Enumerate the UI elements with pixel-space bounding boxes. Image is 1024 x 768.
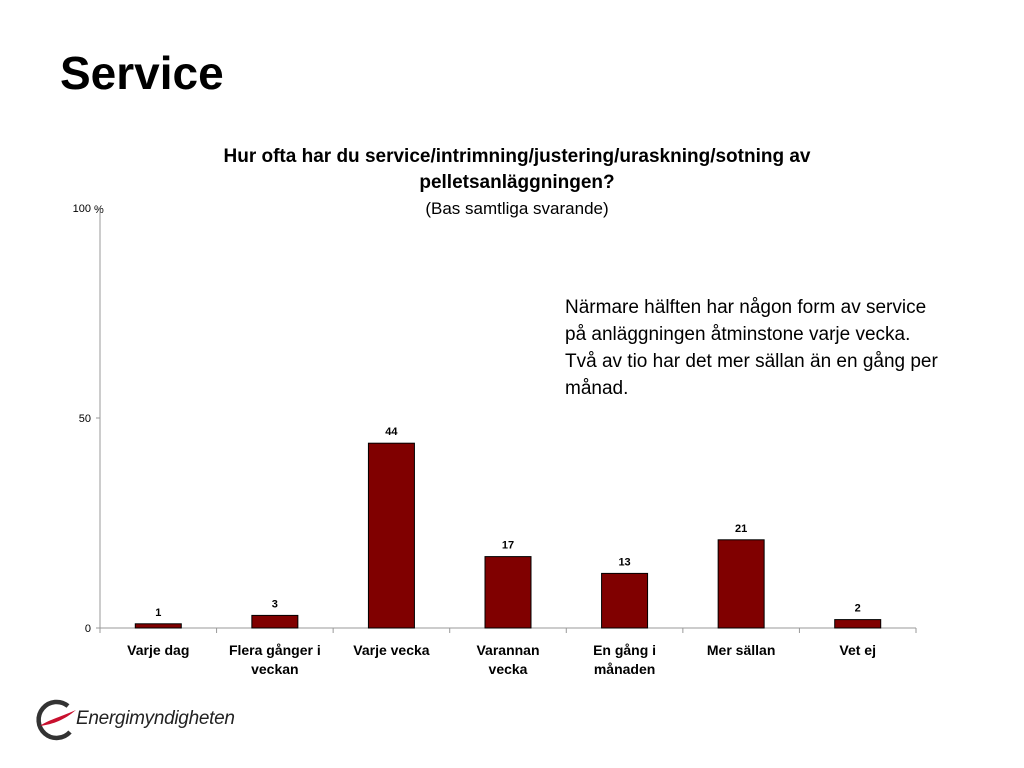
x-tick-label: Varannan vecka [476, 642, 539, 677]
x-tick-label: En gång i månaden [593, 642, 656, 677]
data-label: 3 [272, 598, 278, 610]
x-tick-label: Varje vecka [353, 642, 430, 658]
slide-title: Service [60, 47, 224, 99]
x-tick-label: Varje dag [127, 642, 189, 658]
x-tick-label: Vet ej [839, 642, 876, 658]
data-label: 44 [385, 426, 398, 438]
bar [717, 539, 765, 629]
bar [134, 623, 182, 629]
logo-mark-icon [36, 699, 76, 741]
chart-annotation: Närmare hälften har någon form av servic… [565, 297, 938, 399]
energimyndigheten-logo: Energimyndigheten [34, 696, 235, 746]
bar [367, 442, 415, 629]
bar [484, 556, 532, 629]
data-label: 13 [618, 556, 630, 568]
bar [834, 619, 882, 629]
x-tick-label: Flera gånger i veckan [229, 642, 321, 677]
x-tick-label: Mer sällan [707, 642, 775, 658]
bar [251, 614, 299, 629]
y-tick-label: 0 [85, 623, 91, 635]
data-label: 17 [502, 540, 514, 552]
chart-subtitle: (Bas samtliga svarande) [425, 199, 609, 218]
y-axis-unit: % [94, 204, 104, 216]
data-label: 1 [155, 607, 161, 619]
logo-text: Energimyndigheten [76, 708, 235, 729]
data-label: 2 [855, 603, 861, 615]
bar [601, 572, 649, 629]
data-label: 21 [735, 523, 747, 535]
y-tick-label: 50 [79, 413, 91, 425]
chart-title: Hur ofta har du service/intrimning/juste… [223, 146, 811, 193]
y-tick-label: 100 [73, 203, 91, 215]
